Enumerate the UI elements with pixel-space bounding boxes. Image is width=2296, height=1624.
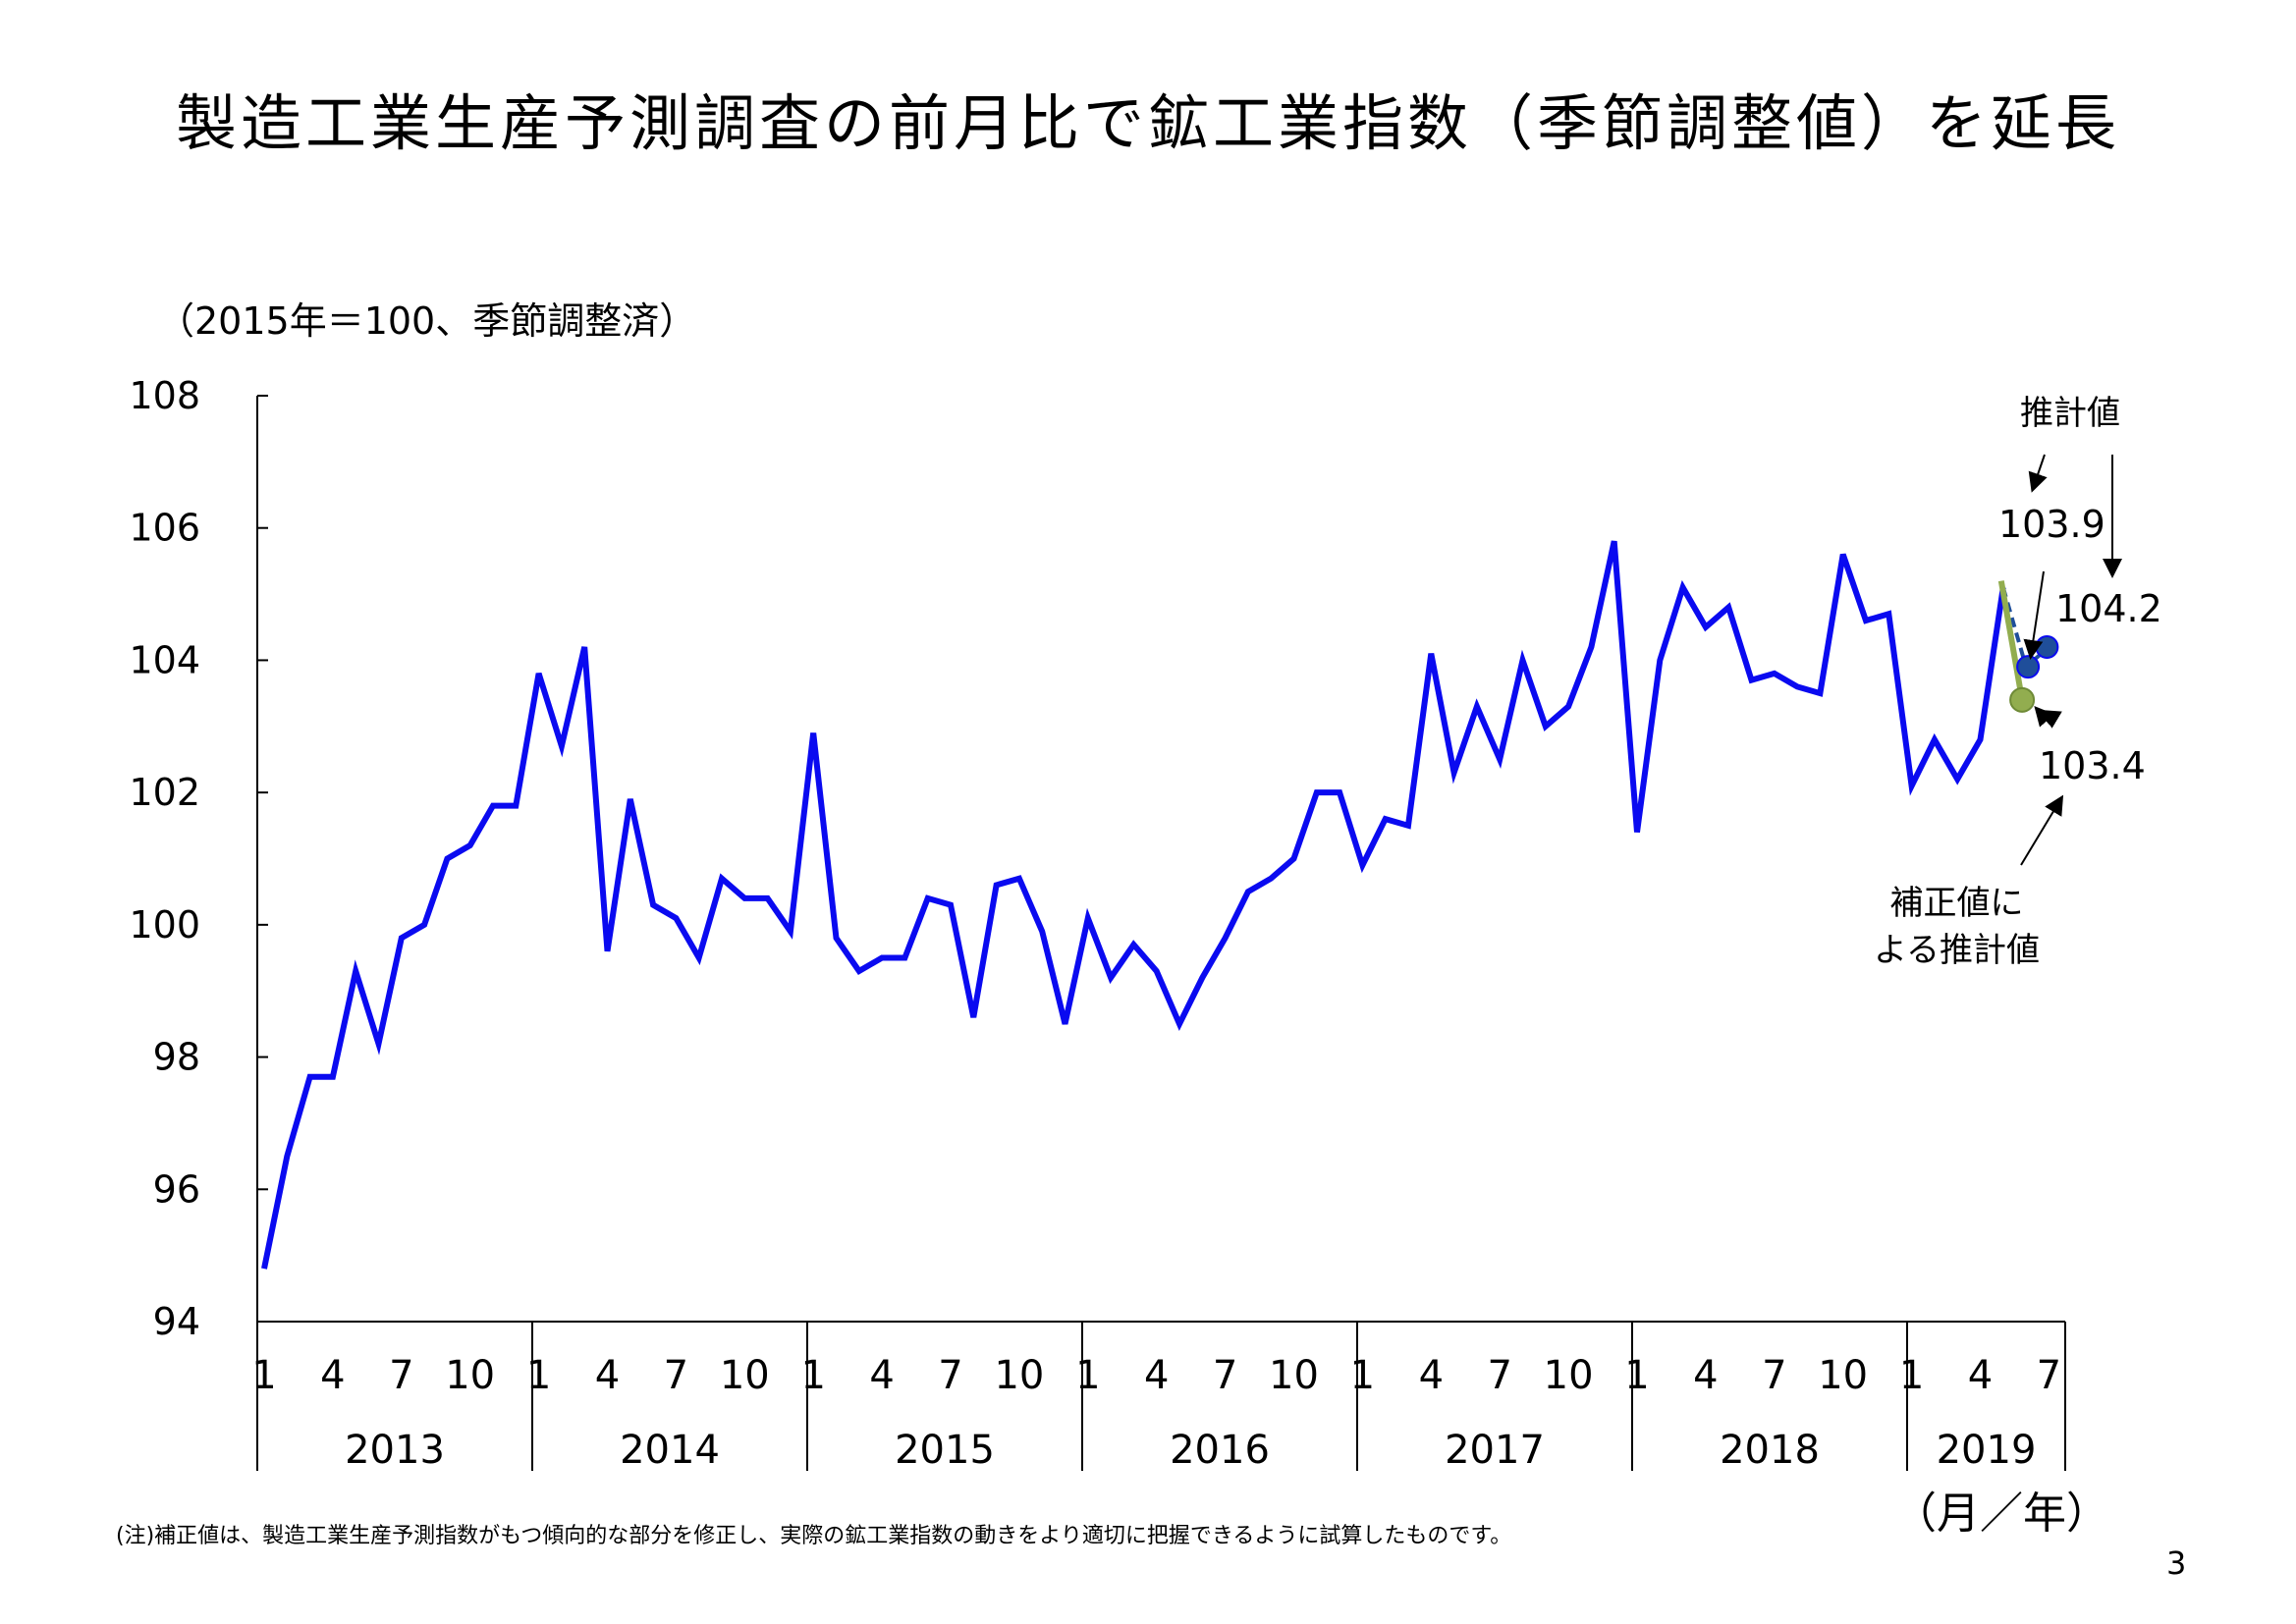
month-tick-label: 7 xyxy=(1487,1353,1511,1398)
month-tick-label: 7 xyxy=(1213,1353,1237,1398)
y-tick-label: 94 xyxy=(153,1300,200,1343)
month-tick-label: 4 xyxy=(320,1353,345,1398)
value-label-1039: 103.9 xyxy=(1998,503,2105,546)
month-tick-label: 4 xyxy=(1968,1353,1993,1398)
estimate-point-june xyxy=(2016,655,2041,679)
month-tick-label: 1 xyxy=(1350,1353,1375,1398)
y-tick-label: 102 xyxy=(129,771,200,814)
page-number: 3 xyxy=(2166,1544,2187,1582)
month-tick-label: 7 xyxy=(1762,1353,1786,1398)
month-tick-label: 7 xyxy=(938,1353,962,1398)
estimate-annotation: 推計値 xyxy=(2020,394,2120,433)
page-title: 製造工業生産予測調査の前月比で鉱工業指数（季節調整値）を延長 xyxy=(175,87,2120,159)
month-tick-label: 10 xyxy=(1818,1353,1868,1398)
unit-label: （2015年＝100、季節調整済） xyxy=(157,299,697,343)
y-tick-label: 106 xyxy=(129,507,200,550)
year-label: 2016 xyxy=(1170,1428,1270,1473)
month-tick-label: 7 xyxy=(389,1353,413,1398)
corrected-estimate-annotation: 補正値に よる推計値 xyxy=(1874,880,2040,974)
y-tick-label: 108 xyxy=(129,374,200,417)
month-tick-label: 1 xyxy=(800,1353,825,1398)
month-tick-label: 4 xyxy=(1419,1353,1444,1398)
month-tick-label: 1 xyxy=(1899,1353,1924,1398)
corrected-annotation-line1: 補正値に xyxy=(1889,884,2024,923)
arrow-to-1039 xyxy=(2028,454,2048,493)
year-label: 2019 xyxy=(1937,1428,2037,1473)
footnote: (注)補正値は、製造工業生産予測指数がもつ傾向的な部分を修正し、実際の鉱工業指数… xyxy=(116,1524,1512,1548)
y-tick-label: 104 xyxy=(129,638,200,681)
month-tick-label: 1 xyxy=(1624,1353,1649,1398)
month-tick-label: 4 xyxy=(1144,1353,1169,1398)
year-label: 2017 xyxy=(1445,1428,1545,1473)
y-tick-label: 96 xyxy=(153,1167,200,1211)
month-tick-label: 10 xyxy=(994,1353,1044,1398)
arrow-1039-to-point xyxy=(2023,570,2045,660)
estimate-point-july xyxy=(2035,634,2059,659)
month-tick-label: 7 xyxy=(2037,1353,2061,1398)
actual-index-line xyxy=(261,540,2006,1270)
month-tick-label: 1 xyxy=(251,1353,276,1398)
month-tick-label: 10 xyxy=(445,1353,495,1398)
value-label-1042: 104.2 xyxy=(2055,587,2162,630)
y-tick-label: 98 xyxy=(153,1036,200,1079)
arrow-1034-line xyxy=(2040,709,2062,729)
month-tick-label: 1 xyxy=(526,1353,551,1398)
year-label: 2013 xyxy=(345,1428,445,1473)
month-tick-label: 4 xyxy=(869,1353,894,1398)
value-label-1034: 103.4 xyxy=(2039,744,2146,787)
month-tick-label: 4 xyxy=(1693,1353,1718,1398)
arrow-corrected-label xyxy=(2020,794,2064,866)
y-tick-label: 100 xyxy=(129,903,200,947)
year-label: 2018 xyxy=(1720,1428,1820,1473)
year-label: 2014 xyxy=(620,1428,720,1473)
corrected-estimate-line xyxy=(1997,580,2026,701)
x-unit-label: （月／年） xyxy=(1893,1489,2109,1539)
month-tick-label: 10 xyxy=(1544,1353,1594,1398)
corrected-estimate-point xyxy=(2009,686,2036,713)
corrected-annotation-line2: よる推計値 xyxy=(1874,931,2040,970)
year-label: 2015 xyxy=(895,1428,995,1473)
arrow-1034-to-point xyxy=(2034,705,2055,728)
month-tick-label: 1 xyxy=(1075,1353,1100,1398)
month-tick-label: 7 xyxy=(664,1353,688,1398)
month-tick-label: 10 xyxy=(1269,1353,1319,1398)
month-tick-label: 4 xyxy=(595,1353,620,1398)
month-tick-label: 10 xyxy=(720,1353,770,1398)
